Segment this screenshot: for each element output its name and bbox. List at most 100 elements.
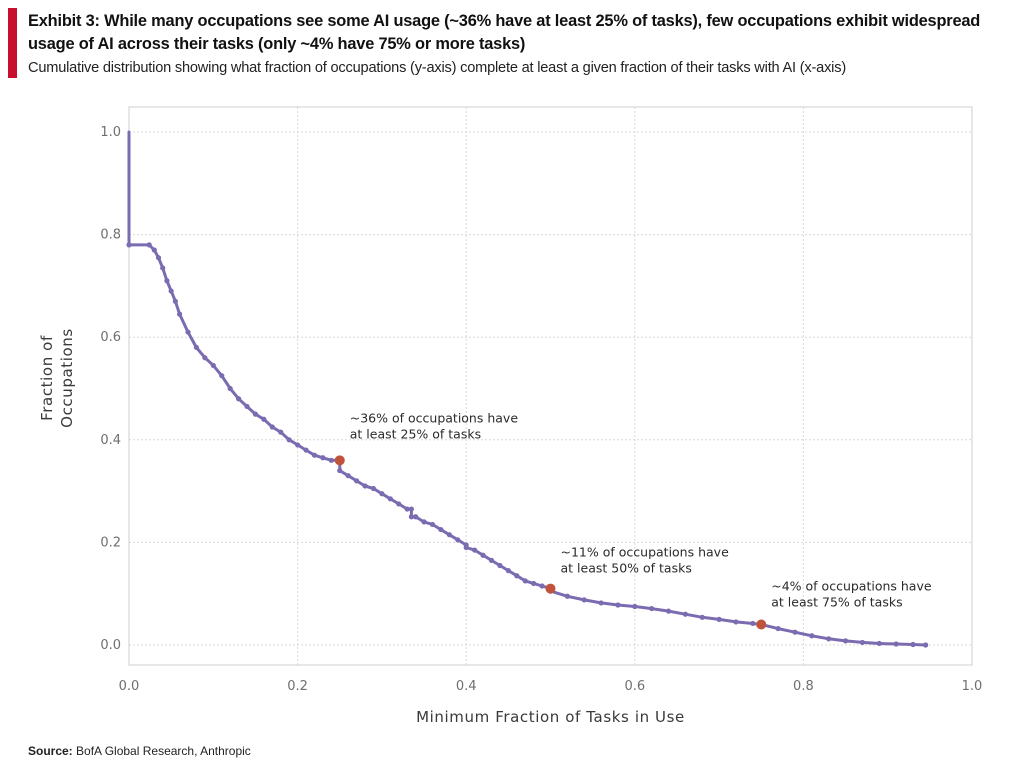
data-point xyxy=(682,611,688,617)
data-point xyxy=(413,514,419,520)
data-point xyxy=(185,329,191,335)
x-axis-label: Minimum Fraction of Tasks in Use xyxy=(416,708,685,726)
data-point xyxy=(842,638,849,644)
data-point xyxy=(219,373,225,379)
data-point xyxy=(151,247,157,253)
data-point xyxy=(202,355,208,361)
data-point xyxy=(438,526,444,533)
data-point xyxy=(252,411,259,417)
data-point xyxy=(227,385,233,392)
data-point xyxy=(354,478,360,484)
data-point xyxy=(665,608,672,614)
data-point xyxy=(155,255,162,261)
data-point xyxy=(876,640,882,647)
data-point xyxy=(379,491,385,497)
data-point xyxy=(160,265,166,271)
data-point xyxy=(328,457,334,463)
data-point xyxy=(176,311,183,317)
data-point xyxy=(244,403,250,410)
data-point xyxy=(337,467,343,474)
data-point xyxy=(598,600,604,606)
data-point xyxy=(497,562,503,569)
data-point xyxy=(278,429,284,435)
annotation-text: at least 25% of tasks xyxy=(350,426,481,441)
x-tick-label: 0.4 xyxy=(456,679,477,694)
data-point xyxy=(320,455,326,461)
data-point xyxy=(345,473,351,479)
data-point xyxy=(826,636,832,642)
data-point xyxy=(581,597,587,603)
x-tick-label: 0.6 xyxy=(624,679,645,694)
data-point xyxy=(809,633,815,639)
data-point xyxy=(463,544,469,551)
source-text: BofA Global Research, Anthropic xyxy=(72,744,251,758)
data-point xyxy=(193,344,200,351)
series-points xyxy=(126,242,929,648)
y-axis-label-line: Fraction of xyxy=(38,335,56,421)
data-point xyxy=(362,483,368,489)
data-point xyxy=(168,288,174,294)
title-accent-bar xyxy=(8,8,17,78)
data-point xyxy=(699,614,705,620)
y-tick-label: 0.2 xyxy=(100,535,121,550)
data-point xyxy=(455,537,461,543)
y-tick-label: 0.6 xyxy=(100,330,121,345)
data-point xyxy=(733,619,739,625)
data-point xyxy=(792,629,798,635)
data-point xyxy=(429,521,436,528)
data-point xyxy=(446,532,452,538)
data-point xyxy=(210,362,216,369)
data-point xyxy=(480,552,486,558)
data-point xyxy=(859,639,866,646)
annotation-text: ~36% of occupations have xyxy=(350,410,519,425)
data-point xyxy=(564,593,570,599)
data-point xyxy=(893,641,899,647)
data-point xyxy=(923,642,929,648)
data-point xyxy=(235,396,242,402)
y-tick-labels: 0.0 0.2 0.4 0.6 0.8 1.0 xyxy=(100,125,121,653)
highlight-point xyxy=(756,619,767,630)
x-tick-label: 0.2 xyxy=(287,679,308,694)
x-tick-label: 0.0 xyxy=(119,679,140,694)
data-point xyxy=(522,578,528,584)
data-point xyxy=(539,583,545,589)
highlight-points xyxy=(334,455,767,630)
data-point xyxy=(632,603,638,610)
highlight-point xyxy=(334,455,345,466)
data-point xyxy=(716,616,722,622)
series-line xyxy=(127,130,928,647)
annotation-text: ~11% of occupations have xyxy=(561,545,730,560)
data-point xyxy=(146,242,152,248)
chart-title: Exhibit 3: While many occupations see so… xyxy=(28,12,981,53)
data-point xyxy=(311,452,318,458)
data-point xyxy=(295,442,301,448)
data-point xyxy=(286,437,292,443)
data-point xyxy=(750,620,756,627)
data-point xyxy=(531,580,537,587)
data-point xyxy=(164,278,170,284)
data-point xyxy=(615,602,621,608)
data-point xyxy=(514,573,520,579)
data-point xyxy=(472,547,478,553)
data-point xyxy=(649,605,655,612)
data-point xyxy=(404,506,410,512)
y-axis-label-line: Occupations xyxy=(58,328,76,428)
plot-frame xyxy=(128,106,973,666)
annotation-text: ~4% of occupations have xyxy=(771,578,932,593)
data-point xyxy=(172,298,178,304)
source-label: Source: xyxy=(28,744,73,758)
data-point xyxy=(408,506,415,512)
y-tick-label: 1.0 xyxy=(100,125,121,140)
annotation-text: at least 75% of tasks xyxy=(771,594,902,609)
highlight-point xyxy=(545,583,556,594)
y-tick-label: 0.4 xyxy=(100,433,121,448)
data-point xyxy=(421,519,427,525)
data-point xyxy=(910,641,916,648)
data-point xyxy=(488,557,495,563)
x-tick-label: 0.8 xyxy=(793,679,814,694)
x-tick-labels: 0.0 0.2 0.4 0.6 0.8 1.0 xyxy=(119,679,983,694)
x-tick-label: 1.0 xyxy=(962,679,983,694)
data-point xyxy=(303,447,309,453)
